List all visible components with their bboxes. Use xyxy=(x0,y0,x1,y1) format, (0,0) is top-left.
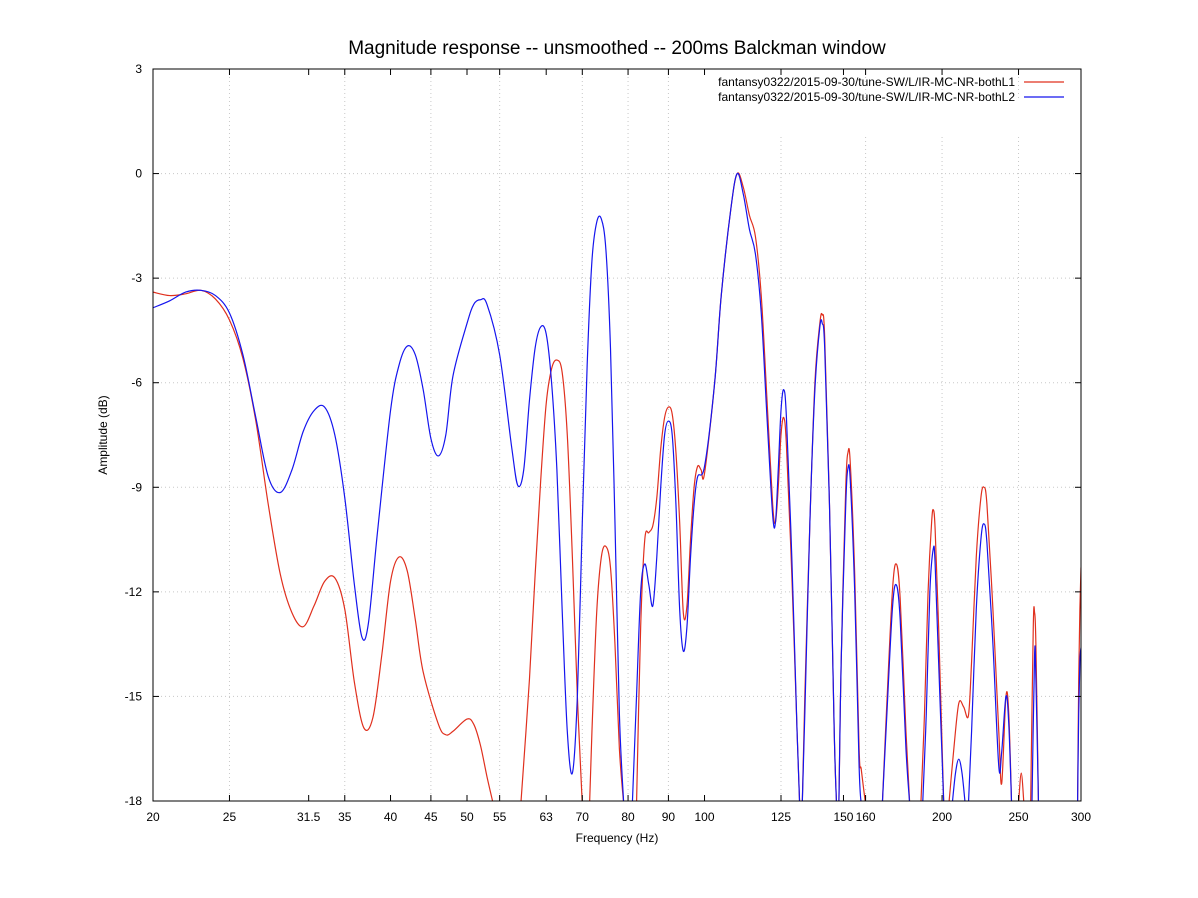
series-line xyxy=(838,464,862,801)
y-tick-label: -18 xyxy=(125,794,143,808)
series-line xyxy=(1077,647,1081,801)
series-line xyxy=(153,215,625,801)
y-tick-label: -15 xyxy=(125,689,143,703)
x-tick-label: 125 xyxy=(771,810,791,824)
series-line xyxy=(589,545,625,801)
y-tick-label: -12 xyxy=(125,585,143,599)
series-line xyxy=(922,545,945,801)
series-line xyxy=(1018,772,1025,801)
series-line xyxy=(153,289,494,801)
legend: fantansy0322/2015-09-30/tune-SW/L/IR-MC-… xyxy=(704,75,1074,134)
y-axis-label: Amplitude (dB) xyxy=(96,395,110,474)
series-2 xyxy=(153,172,1081,801)
x-tick-label: 150 xyxy=(833,810,853,824)
x-tick-label: 70 xyxy=(576,810,590,824)
x-axis-label: Frequency (Hz) xyxy=(576,831,659,845)
chart-title: Magnitude response -- unsmoothed -- 200m… xyxy=(348,38,886,59)
y-tick-label: -6 xyxy=(131,376,142,390)
x-tick-label: 160 xyxy=(856,810,876,824)
legend-label-l2: fantansy0322/2015-09-30/tune-SW/L/IR-MC-… xyxy=(718,90,1015,104)
x-tick-label: 250 xyxy=(1009,810,1029,824)
series-line xyxy=(1031,645,1040,801)
x-tick-label: 63 xyxy=(540,810,554,824)
x-tick-label: 35 xyxy=(338,810,352,824)
series-line xyxy=(520,359,583,801)
x-tick-label: 31.5 xyxy=(297,810,321,824)
series-line xyxy=(948,486,1013,801)
x-tick-label: 40 xyxy=(384,810,398,824)
series-line xyxy=(967,523,1013,801)
series-line xyxy=(631,172,801,801)
x-tick-label: 20 xyxy=(146,810,160,824)
x-tick-label: 25 xyxy=(223,810,237,824)
series-layer xyxy=(153,172,1081,801)
series-line xyxy=(920,508,945,801)
x-tick-label: 90 xyxy=(662,810,676,824)
series-line xyxy=(881,583,911,801)
axis-ticks: 20 25 31.5 35 40 45 50 55 63 70 80 90 100 125 150 160 20… xyxy=(125,62,1092,824)
y-tick-label: -3 xyxy=(131,271,142,285)
x-tick-label: 80 xyxy=(621,810,635,824)
legend-label-l1: fantansy0322/2015-09-30/tune-SW/L/IR-MC-… xyxy=(718,75,1015,89)
legend-background xyxy=(704,100,1074,134)
series-line xyxy=(951,758,966,801)
y-tick-label: 3 xyxy=(135,62,142,76)
series-line xyxy=(801,319,838,801)
x-tick-label: 50 xyxy=(460,810,474,824)
y-tick-label: 0 xyxy=(135,167,142,181)
x-tick-label: 100 xyxy=(695,810,715,824)
x-tick-label: 55 xyxy=(493,810,507,824)
y-tick-label: -9 xyxy=(131,480,142,494)
plot-frame xyxy=(152,68,1082,802)
x-tick-label: 200 xyxy=(932,810,952,824)
x-tick-label: 45 xyxy=(424,810,438,824)
x-tick-label: 300 xyxy=(1071,810,1091,824)
